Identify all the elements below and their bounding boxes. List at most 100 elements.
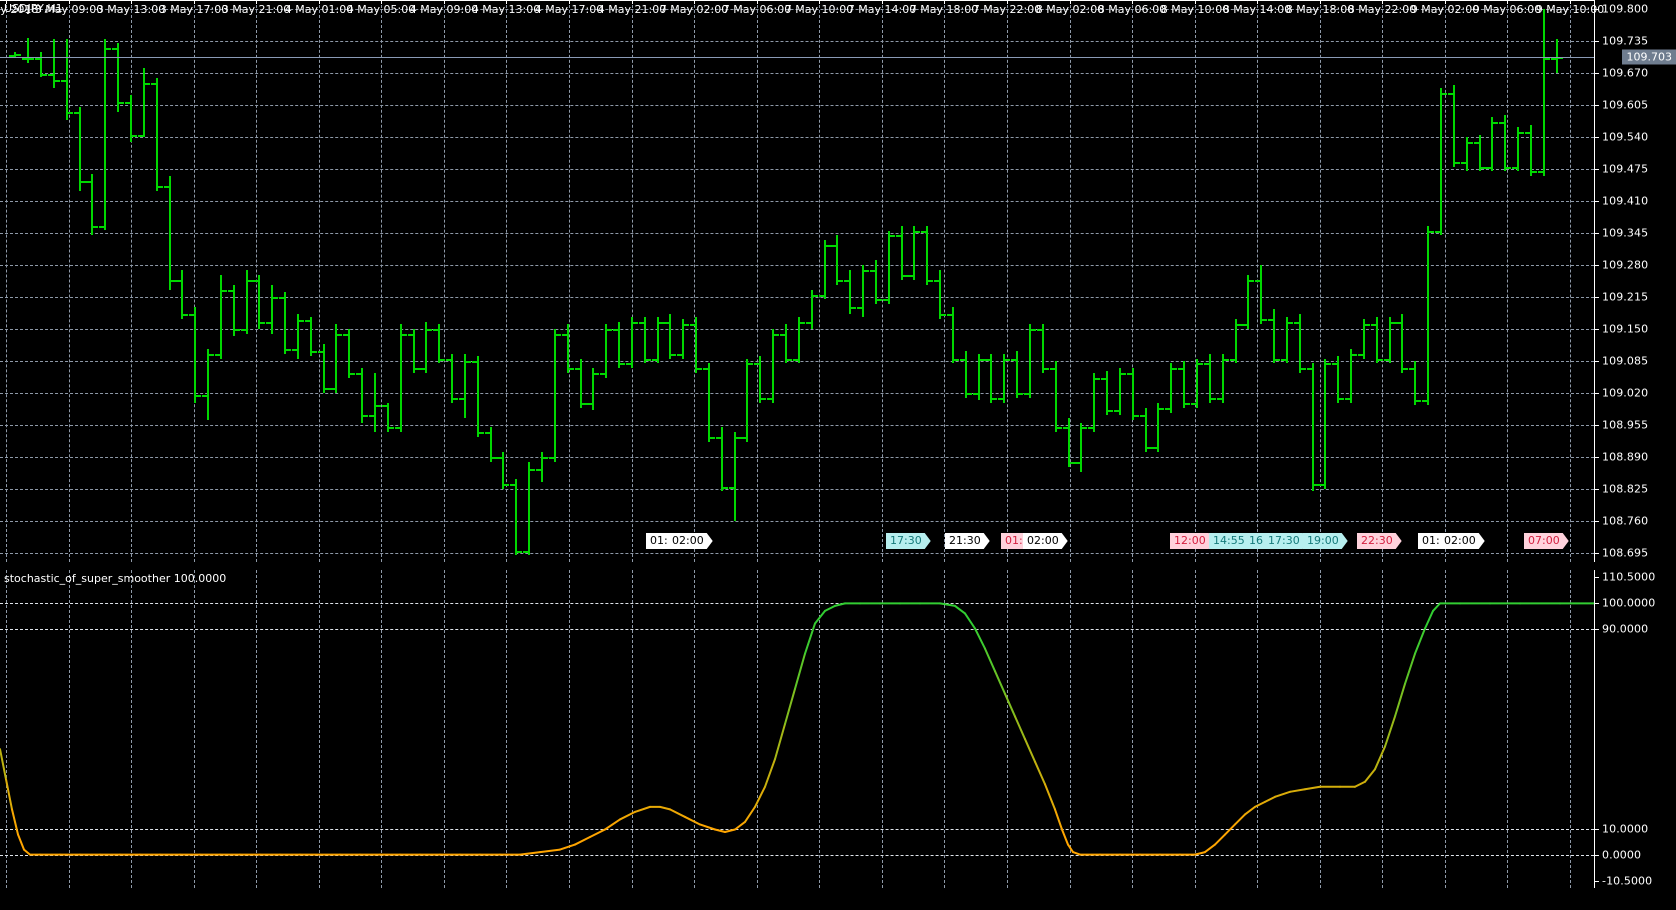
stochastic-segment: [1289, 788, 1306, 793]
stochastic-segment: [714, 828, 726, 834]
ohlc-open-tick: [1011, 358, 1016, 361]
ohlc-bar: [1414, 361, 1416, 406]
ohlc-bar: [592, 368, 594, 411]
time-marker[interactable]: 07:00: [1524, 533, 1569, 549]
stochastic-segment: [954, 604, 966, 615]
time-axis-tick: [632, 0, 633, 4]
price-axis-label: 108.825: [1602, 482, 1649, 496]
ohlc-bar: [374, 373, 376, 433]
ohlc-open-tick: [1345, 397, 1350, 400]
indicator-level-line: [0, 854, 1594, 856]
time-marker[interactable]: 02:00: [668, 533, 713, 549]
ohlc-open-tick: [908, 274, 913, 277]
stochastic-segment: [1274, 790, 1291, 798]
ohlc-bar: [181, 269, 183, 320]
ohlc-bar: [1016, 351, 1018, 398]
price-axis[interactable]: 109.800 109.735 109.670 109.605 109.540 109.4…: [1594, 0, 1676, 562]
ohlc-close-tick: [1198, 363, 1203, 366]
ohlc-bar: [284, 292, 286, 354]
ohlc-close-tick: [1314, 484, 1319, 487]
indicator-axis-label: 110.5000: [1602, 570, 1656, 584]
ohlc-close-tick: [1352, 353, 1357, 356]
price-axis-tick: [1594, 393, 1599, 394]
indicator-axis[interactable]: 110.5000 100.0000 90.0000 10.0000 0.0000 -10.…: [1594, 570, 1676, 888]
stochastic-segment: [804, 622, 816, 655]
ohlc-open-tick: [228, 289, 233, 292]
stochastic-segment: [5, 778, 13, 811]
ohlc-open-tick: [292, 348, 297, 351]
time-axis-label: 8 May 02:00: [1035, 3, 1105, 16]
time-marker[interactable]: 17:30: [1264, 533, 1309, 549]
time-marker[interactable]: 02:00: [1440, 533, 1485, 549]
ohlc-close-tick: [183, 314, 188, 317]
ohlc-open-tick: [343, 333, 348, 336]
ohlc-close-tick: [235, 329, 240, 331]
ohlc-bar: [669, 314, 671, 359]
ohlc-bar: [169, 176, 171, 290]
price-axis-label: 108.760: [1602, 514, 1649, 528]
stochastic-segment: [1384, 715, 1396, 748]
ohlc-close-tick: [787, 358, 792, 361]
ohlc-close-tick: [992, 397, 997, 400]
time-axis-tick: [1570, 0, 1571, 4]
stochastic-segment: [1264, 795, 1276, 803]
ohlc-open-tick: [446, 358, 451, 361]
time-marker[interactable]: 02:00: [1023, 533, 1068, 549]
ohlc-close-tick: [928, 279, 933, 282]
price-plot-area[interactable]: 01: 02:00 17:30 21:30 01: 02:00 12:00 14:55 16: 1…: [0, 0, 1594, 562]
stochastic-segment: [1424, 609, 1434, 630]
time-marker[interactable]: 12:00: [1170, 533, 1215, 549]
price-axis-label: 108.890: [1602, 450, 1649, 464]
ohlc-bar: [721, 427, 723, 492]
time-marker[interactable]: 19:00: [1303, 533, 1348, 549]
time-axis-tick: [757, 0, 758, 4]
ohlc-close-tick: [826, 245, 831, 248]
ohlc-open-tick: [1063, 427, 1068, 430]
ohlc-close-tick: [145, 82, 150, 85]
ohlc-close-tick: [851, 306, 856, 309]
time-axis-tick: [256, 0, 257, 4]
time-axis-tick: [131, 0, 132, 4]
ohlc-close-tick: [479, 432, 484, 435]
ohlc-open-tick: [510, 484, 515, 487]
time-axis-tick: [819, 0, 820, 4]
ohlc-open-tick: [754, 363, 759, 366]
ohlc-bar: [1183, 361, 1185, 408]
stochastic-segment: [1054, 808, 1063, 831]
stochastic-segment: [984, 647, 996, 673]
ohlc-open-tick: [1371, 324, 1376, 327]
stochastic-segment: [619, 810, 636, 821]
ohlc-open-tick: [61, 80, 66, 83]
indicator-plot-area[interactable]: [0, 570, 1594, 888]
time-marker[interactable]: 22:30: [1357, 533, 1402, 549]
ohlc-bar: [477, 356, 479, 438]
stochastic-segment: [774, 722, 786, 761]
indicator-axis-label: 100.0000: [1602, 596, 1656, 610]
ohlc-open-tick: [1255, 279, 1260, 282]
ohlc-bar: [143, 68, 145, 137]
ohlc-close-tick: [466, 361, 471, 363]
ohlc-close-tick: [1558, 56, 1563, 59]
ohlc-close-tick: [941, 314, 946, 317]
time-marker[interactable]: 17:30: [886, 533, 931, 549]
time-marker[interactable]: 14:55: [1209, 533, 1254, 549]
ohlc-close-tick: [1082, 427, 1087, 430]
ohlc-bar: [1145, 407, 1147, 453]
ohlc-close-tick: [337, 333, 342, 336]
ohlc-bar: [400, 324, 402, 433]
ohlc-bar: [734, 432, 736, 521]
ohlc-bar: [631, 316, 633, 369]
ohlc-close-tick: [1532, 171, 1537, 174]
ohlc-bar: [965, 351, 967, 398]
ohlc-close-tick: [1403, 368, 1408, 371]
time-marker[interactable]: 21:30: [945, 533, 990, 549]
ohlc-bar: [130, 95, 132, 142]
ohlc-close-tick: [543, 457, 548, 459]
ohlc-bar: [1491, 117, 1493, 172]
stochastic-segment: [1014, 715, 1026, 741]
stochastic-segment: [1224, 823, 1236, 836]
ohlc-close-tick: [697, 368, 702, 371]
ohlc-close-tick: [1018, 393, 1023, 395]
stochastic-segment: [764, 758, 776, 788]
stochastic-line: [0, 602, 1594, 856]
